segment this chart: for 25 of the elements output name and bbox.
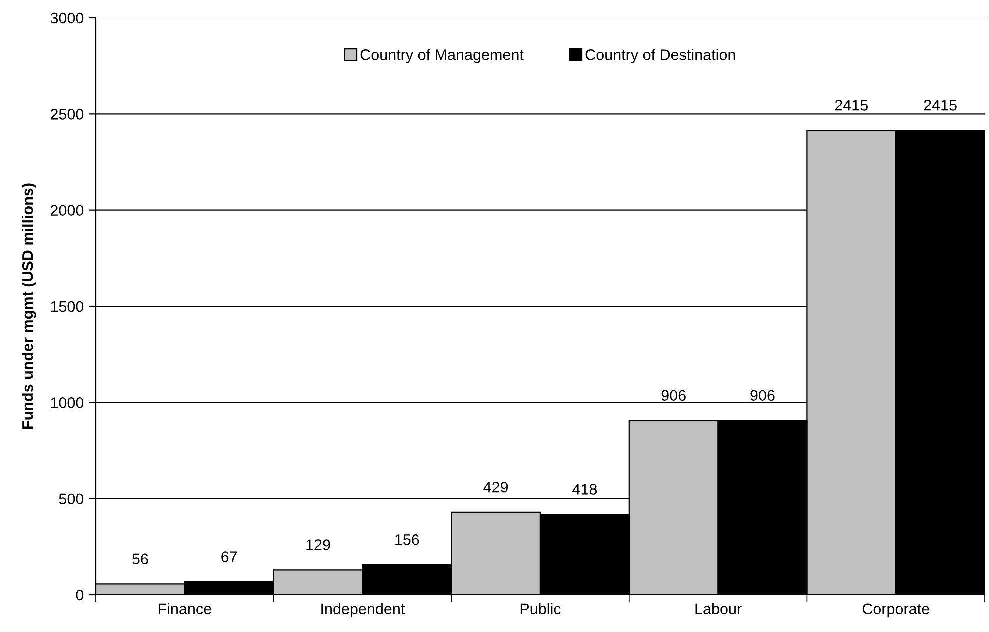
- data-label: 56: [132, 554, 148, 565]
- data-label: 67: [222, 552, 238, 562]
- y-tick-label: 3000: [50, 12, 84, 24]
- y-tick-label: 2500: [50, 109, 84, 120]
- x-tick-label: Corporate: [862, 604, 930, 618]
- data-label: 2415: [924, 100, 957, 111]
- data-label: 906: [662, 390, 686, 402]
- y-tick-label: 2000: [50, 205, 84, 216]
- data-label: 418: [572, 484, 598, 495]
- y-tick-label: 500: [59, 494, 84, 505]
- data-label: 906: [750, 390, 775, 402]
- data-label: 429: [484, 482, 508, 493]
- legend-label: Country of Destination: [586, 49, 736, 64]
- data-label: 156: [396, 534, 420, 546]
- y-tick-label: 1000: [51, 398, 84, 408]
- x-tick-label: Finance: [158, 603, 212, 615]
- x-tick-label: Independent: [322, 603, 406, 618]
- y-axis-title: Funds under mgmt (USD millions): [22, 184, 36, 429]
- data-label: 2415: [835, 100, 868, 111]
- legend-label: Country of Management: [360, 49, 524, 64]
- x-tick-label: Public: [520, 603, 561, 615]
- y-tick-label: 1500: [51, 301, 84, 312]
- y-tick-label: 0: [76, 590, 84, 601]
- x-tick-label: Labour: [696, 603, 742, 615]
- data-label: 129: [306, 540, 330, 551]
